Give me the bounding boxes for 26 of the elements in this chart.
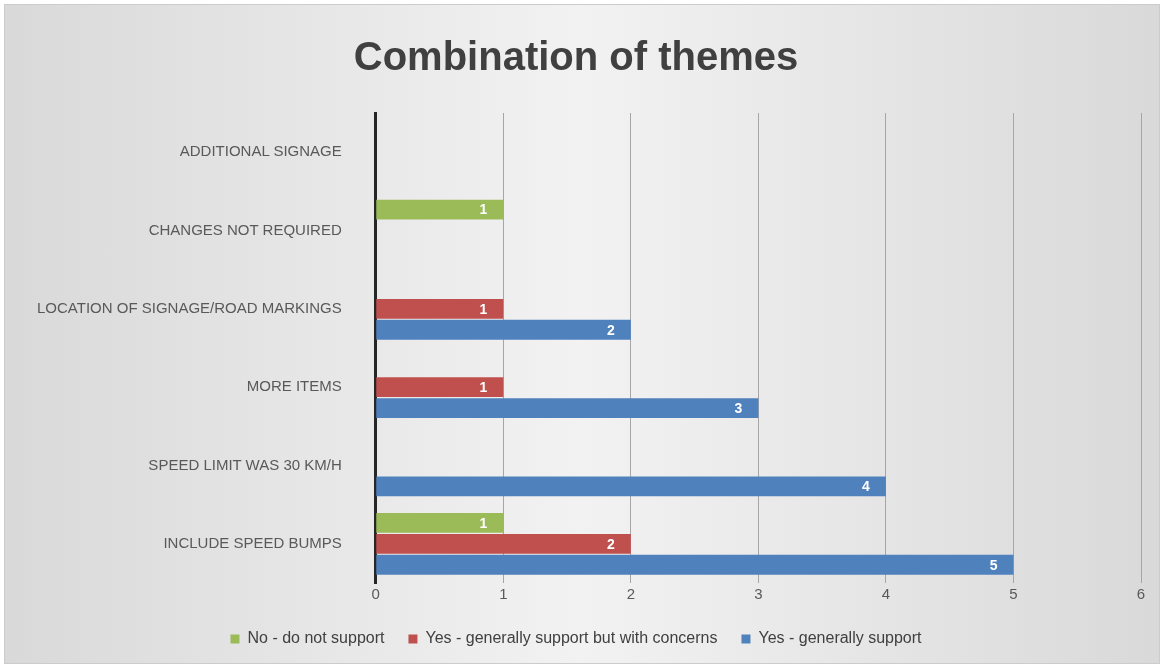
- y-tick-label: CHANGES NOT REQUIRED: [148, 220, 342, 238]
- legend-label: No - do not support: [247, 629, 385, 647]
- x-tick-label: 1: [499, 585, 508, 603]
- data-label: 2: [607, 321, 616, 338]
- legend-label: Yes - generally support but with concerns: [425, 629, 718, 647]
- y-tick-label: INCLUDE SPEED BUMPS: [163, 533, 342, 551]
- x-tick-label: 5: [1009, 585, 1018, 603]
- data-label: 1: [479, 201, 488, 218]
- x-tick-label: 6: [1136, 585, 1146, 603]
- y-tick-label: ADDITIONAL SIGNAGE: [179, 142, 342, 160]
- chart-title: Combination of themes: [353, 34, 799, 79]
- legend-label: Yes - generally support: [758, 629, 923, 647]
- data-label: 1: [479, 514, 488, 531]
- data-label: 4: [862, 478, 871, 495]
- x-tick-label: 2: [626, 585, 636, 603]
- x-tick-label: 0: [371, 585, 380, 603]
- data-label: 2: [607, 535, 616, 552]
- data-label: 3: [734, 399, 743, 416]
- y-tick-label: LOCATION OF SIGNAGE/ROAD MARKINGS: [37, 298, 342, 316]
- y-tick-label: SPEED LIMIT WAS 30 KM/H: [148, 455, 342, 473]
- y-tick-label: MORE ITEMS: [246, 377, 342, 395]
- data-label: 5: [989, 556, 998, 573]
- x-tick-label: 3: [754, 585, 763, 603]
- data-label: 1: [479, 300, 488, 317]
- x-tick-label: 4: [881, 585, 891, 603]
- data-label: 1: [479, 379, 488, 396]
